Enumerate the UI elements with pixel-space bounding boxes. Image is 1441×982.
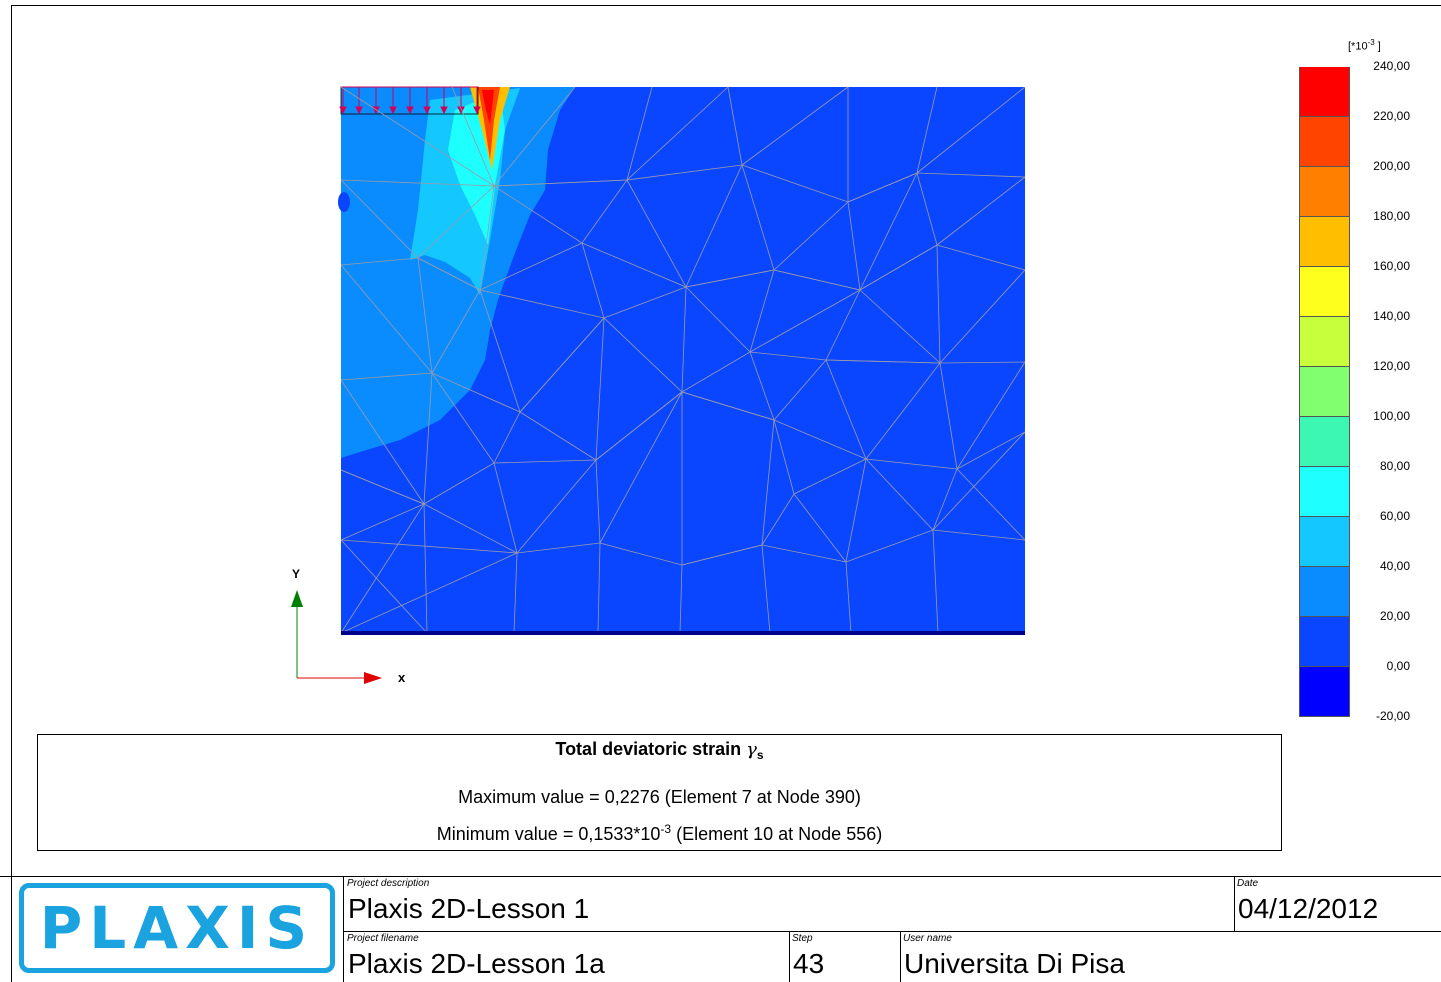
legend-label: 100,00 xyxy=(1373,409,1410,423)
legend-label: 180,00 xyxy=(1373,209,1410,223)
project-filename: Plaxis 2D-Lesson 1a xyxy=(348,948,605,979)
y-axis-label: Y xyxy=(292,567,301,581)
legend-label: 120,00 xyxy=(1373,359,1410,373)
legend-label: 20,00 xyxy=(1379,609,1410,623)
legend-swatch xyxy=(1299,517,1350,567)
legend-label: 60,00 xyxy=(1379,509,1410,523)
legend-swatch xyxy=(1299,467,1350,517)
minimum-value: Minimum value = 0,1533*10-3 (Element 10 … xyxy=(436,822,883,844)
maximum-value: Maximum value = 0,2276 (Element 7 at Nod… xyxy=(458,787,861,807)
legend-label: 80,00 xyxy=(1379,459,1410,473)
title-block: Project description Plaxis 2D-Lesson 1 D… xyxy=(0,876,1441,982)
project-filename-caption: Project filename xyxy=(347,933,419,944)
legend-label: -20,00 xyxy=(1375,709,1410,723)
step: 43 xyxy=(793,948,825,979)
legend-label: 40,00 xyxy=(1379,559,1410,573)
legend-swatch xyxy=(1299,417,1350,467)
plot-frame xyxy=(11,5,1441,982)
legend-label: 240,00 xyxy=(1373,59,1410,73)
plaxis-logo: PLAXIS xyxy=(19,883,335,973)
legend-label: 0,00 xyxy=(1386,659,1410,673)
result-title: Total deviatoric strain γs xyxy=(555,739,764,762)
legend-swatch xyxy=(1299,317,1350,367)
project-description: Plaxis 2D-Lesson 1 xyxy=(348,893,590,924)
legend-label: 200,00 xyxy=(1373,159,1410,173)
legend-label: 160,00 xyxy=(1373,259,1410,273)
axis-indicator xyxy=(291,590,382,684)
legend-swatch xyxy=(1299,267,1350,317)
fixed-boundary xyxy=(341,631,1025,635)
legend-swatch xyxy=(1299,617,1350,667)
strain-zone-20 xyxy=(341,87,575,458)
legend-swatch xyxy=(1299,217,1350,267)
project-description-caption: Project description xyxy=(347,878,430,889)
legend-swatch xyxy=(1299,667,1350,717)
strain-spot xyxy=(338,192,350,212)
x-axis-label: x xyxy=(398,670,406,685)
legend-swatch xyxy=(1299,67,1350,117)
strain-zone-max xyxy=(478,87,500,160)
finite-element-mesh xyxy=(340,86,1026,634)
user-name: Universita Di Pisa xyxy=(904,948,1125,979)
strain-zone-max-core xyxy=(482,90,494,125)
date: 04/12/2012 xyxy=(1238,893,1379,924)
result-info-box: Total deviatoric strain γs Maximum value… xyxy=(37,734,1282,851)
legend-swatch xyxy=(1299,167,1350,217)
legend-unit: [*10-3 ] xyxy=(1348,38,1381,53)
distributed-load xyxy=(339,86,481,115)
step-caption: Step xyxy=(792,933,813,944)
legend-label: 220,00 xyxy=(1373,109,1410,123)
x-arrow-icon xyxy=(364,672,382,684)
legend-swatch xyxy=(1299,567,1350,617)
y-arrow-icon xyxy=(291,590,303,607)
legend-label: 140,00 xyxy=(1373,309,1410,323)
legend-swatch xyxy=(1299,117,1350,167)
user-caption: User name xyxy=(903,933,952,944)
legend-swatch xyxy=(1299,367,1350,417)
date-caption: Date xyxy=(1237,878,1259,889)
